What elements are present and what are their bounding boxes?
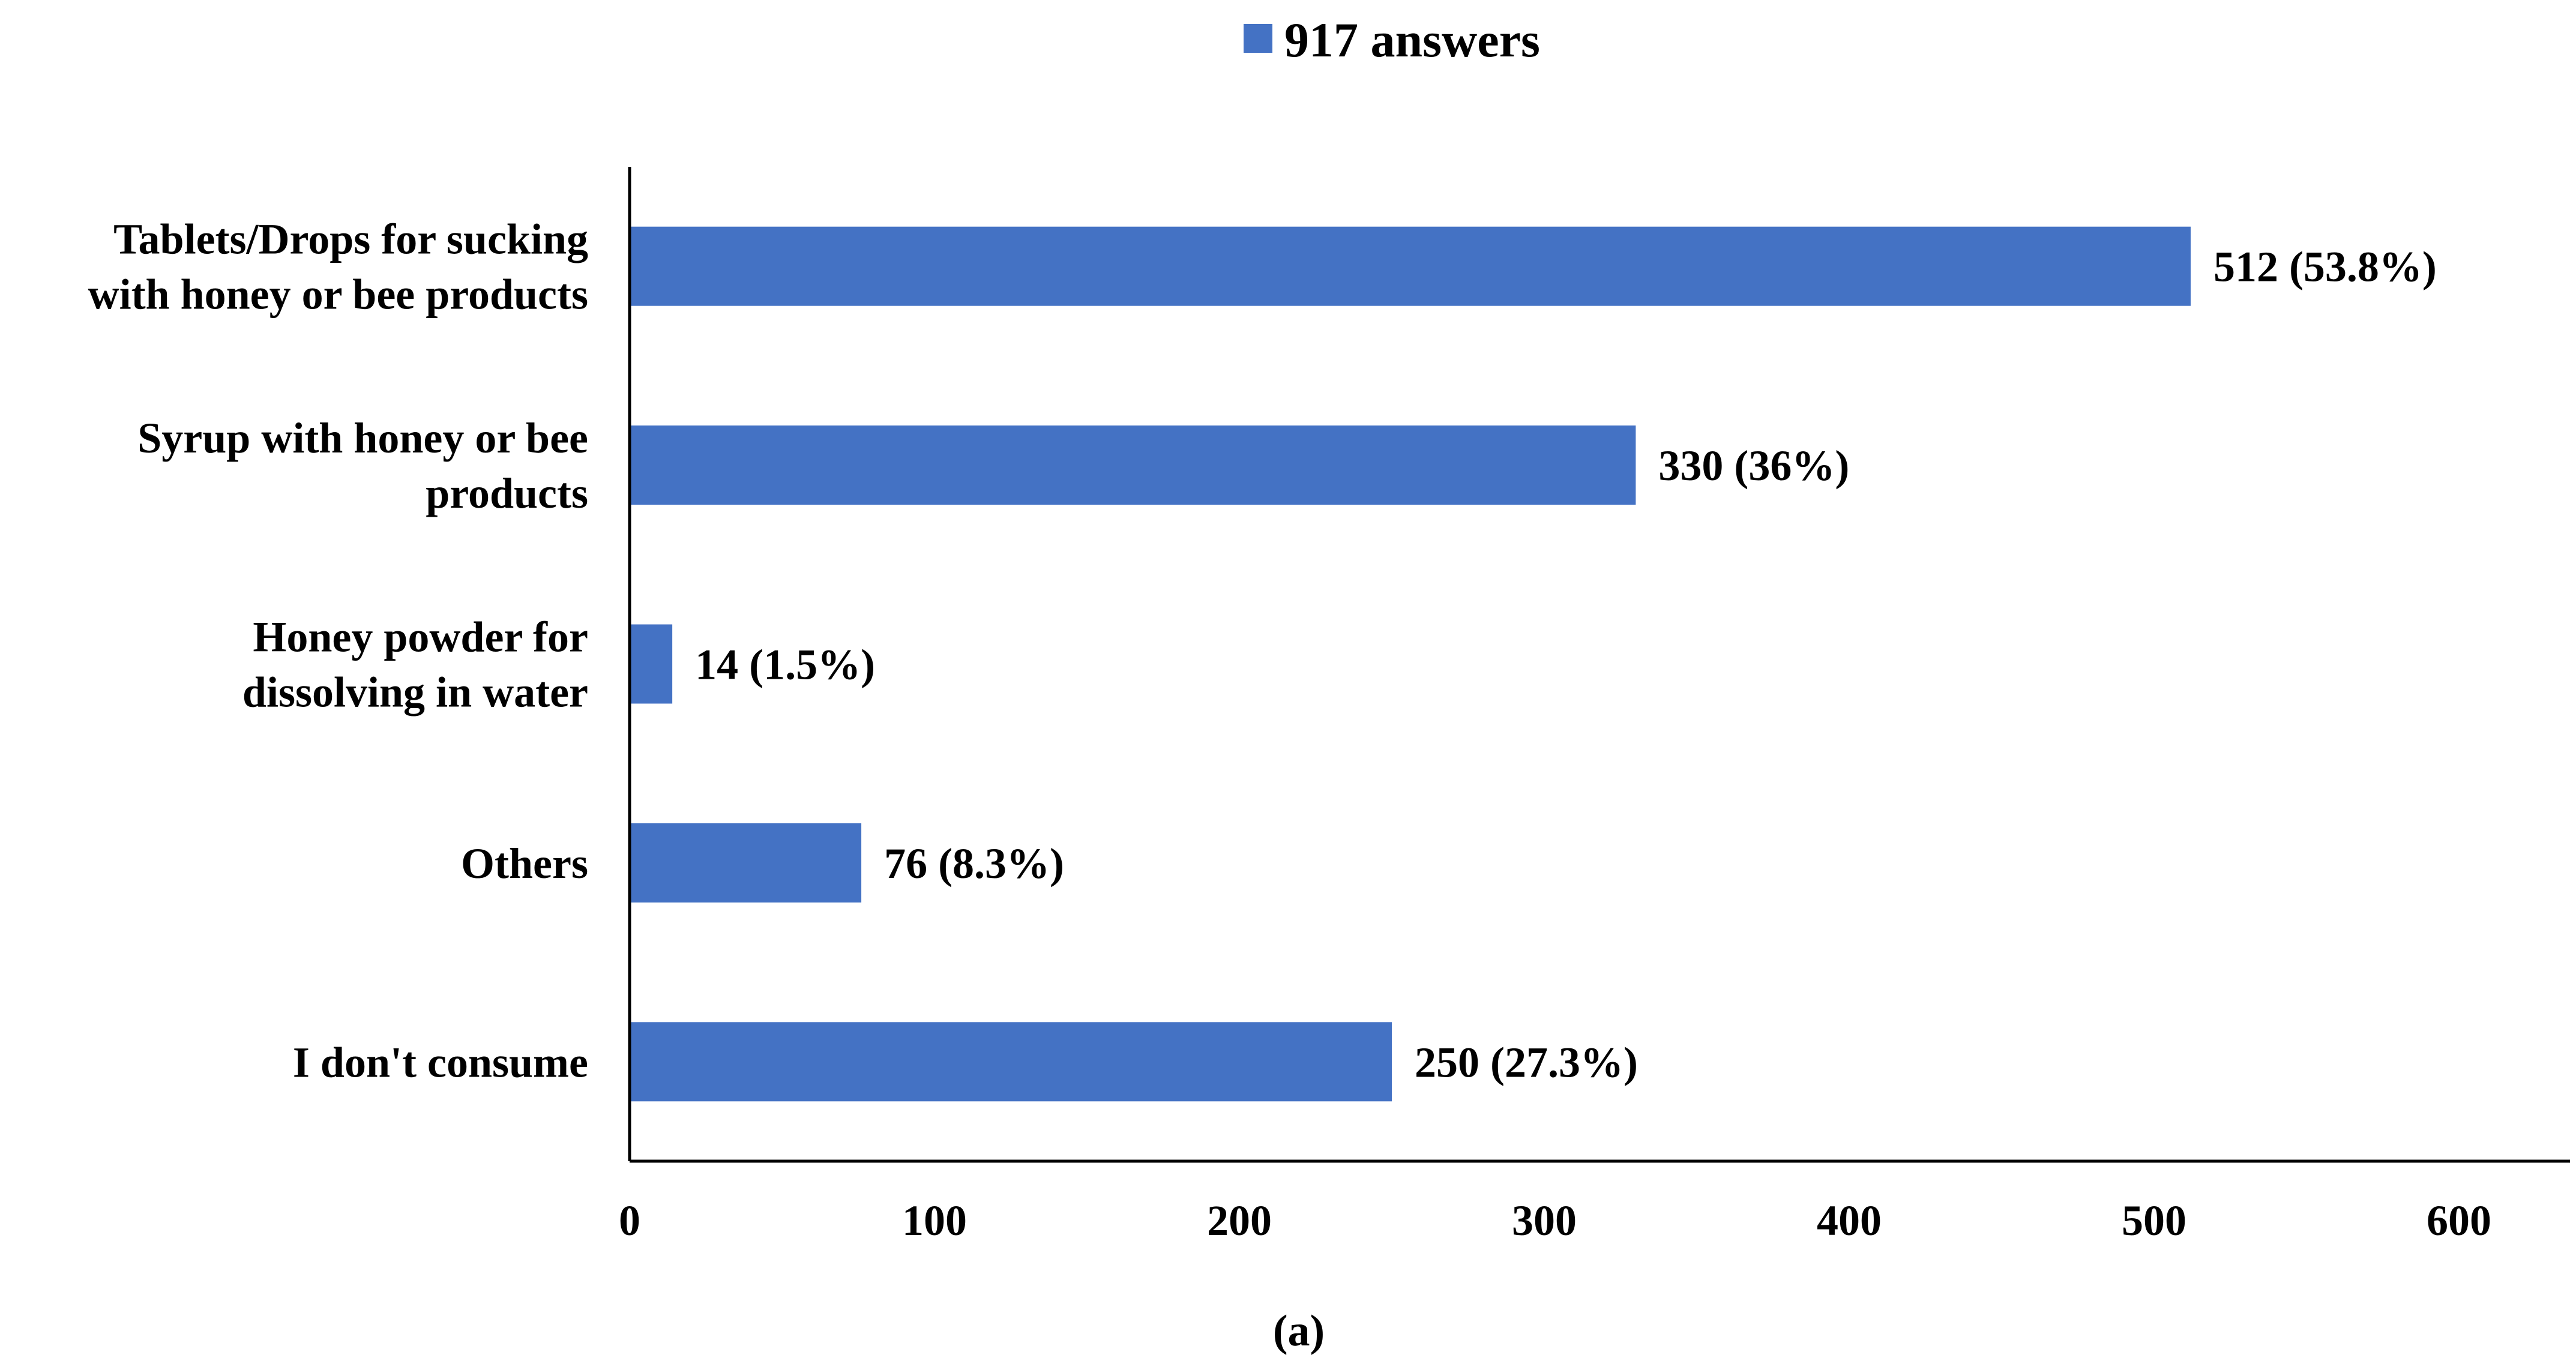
category-label-line: with honey or bee products [88,271,588,319]
category-label-line: dissolving in water [242,668,588,717]
data-label: 14 (1.5%) [695,641,875,689]
legend-label: 917 answers [1284,13,1540,67]
bar [630,624,673,704]
bar [630,1022,1392,1102]
bar [630,226,2191,306]
category-label-line: Syrup with honey or bee [137,414,588,462]
data-labels: 512 (53.8%) 330 (36%) 14 (1.5%) 76 (8.3%) 25… [695,243,2437,1087]
plot-area: 512 (53.8%) 330 (36%) 14 (1.5%) 76 (8.3%) 25… [88,167,2570,1245]
category-labels: Tablets/Drops for sucking with honey or b… [88,215,588,1087]
legend: 917 answers [1244,13,1540,67]
legend-swatch [1244,24,1272,53]
data-label: 76 (8.3%) [884,840,1064,888]
category-label: I don't consume [293,1038,588,1086]
bars [630,226,2191,1102]
category-label: Honey powder for dissolving in water [242,613,588,717]
category-label-line: Others [461,840,588,888]
figure-caption: (a) [1273,1306,1325,1356]
category-label-line: I don't consume [293,1038,588,1086]
x-tick-label: 0 [619,1197,640,1245]
category-label: Syrup with honey or bee products [137,414,588,517]
category-label-line: products [426,469,588,517]
x-tick-label: 600 [2427,1197,2491,1245]
x-tick-label: 400 [1817,1197,1882,1245]
x-tick-label: 300 [1512,1197,1577,1245]
x-tick-label: 100 [902,1197,967,1245]
bar [630,425,1636,505]
x-tick-label: 200 [1207,1197,1272,1245]
x-axis-tick-labels: 0 100 200 300 400 500 600 [619,1197,2491,1245]
x-tick-label: 500 [2122,1197,2186,1245]
category-label: Tablets/Drops for sucking with honey or b… [88,215,588,319]
data-label: 330 (36%) [1658,442,1849,490]
category-label: Others [461,840,588,888]
bar [630,823,862,903]
category-label-line: Tablets/Drops for sucking [113,215,588,263]
data-label: 250 (27.3%) [1415,1038,1638,1086]
category-label-line: Honey powder for [253,613,588,661]
data-label: 512 (53.8%) [2213,243,2437,291]
